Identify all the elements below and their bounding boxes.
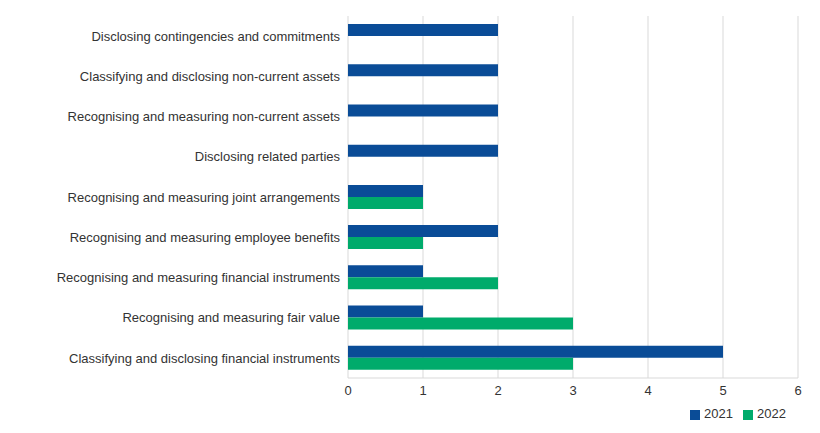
svg-text:Recognising and measuring non-: Recognising and measuring non-current as… xyxy=(68,109,341,124)
svg-text:Classifying and disclosing non: Classifying and disclosing non-current a… xyxy=(80,69,341,84)
svg-text:Recognising and measuring join: Recognising and measuring joint arrangem… xyxy=(68,190,341,205)
svg-text:Classifying and disclosing fin: Classifying and disclosing financial ins… xyxy=(69,351,340,366)
html-text:2022: 2022 xyxy=(757,406,786,421)
svg-text:Recognising and measuring fina: Recognising and measuring financial inst… xyxy=(57,270,341,285)
svg-text:0: 0 xyxy=(344,383,351,398)
svg-text:Recognising and measuring empl: Recognising and measuring employee benef… xyxy=(70,230,341,245)
svg-text:4: 4 xyxy=(644,383,651,398)
svg-text:5: 5 xyxy=(719,383,726,398)
svg-text:1: 1 xyxy=(419,383,426,398)
svg-text:2: 2 xyxy=(494,383,501,398)
svg-text:Recognising and measuring fair: Recognising and measuring fair value xyxy=(122,310,340,325)
svg-text:Disclosing related parties: Disclosing related parties xyxy=(195,149,341,164)
html-text:2021: 2021 xyxy=(704,406,733,421)
svg-text:6: 6 xyxy=(794,383,801,398)
svg-text:3: 3 xyxy=(569,383,576,398)
svg-text:Disclosing contingencies and c: Disclosing contingencies and commitments xyxy=(91,29,340,44)
